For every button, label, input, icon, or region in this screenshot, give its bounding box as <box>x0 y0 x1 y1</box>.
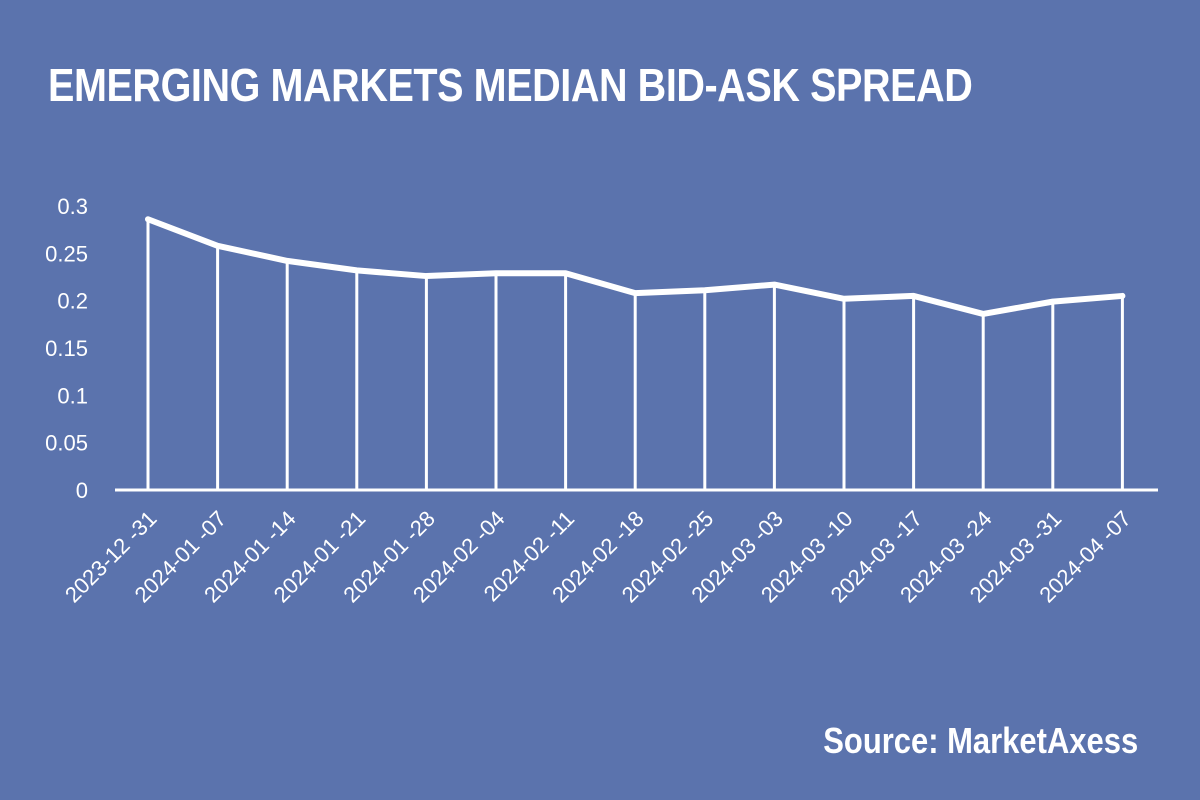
y-tick-label: 0.3 <box>57 194 88 219</box>
y-tick-label: 0.15 <box>45 336 88 361</box>
y-axis-tick-labels: 0 0.05 0.1 0.15 0.2 0.25 0.3 <box>45 194 88 503</box>
chart-title: EMERGING MARKETS MEDIAN BID-ASK SPREAD <box>48 59 973 111</box>
y-tick-label: 0.25 <box>45 241 88 266</box>
y-tick-label: 0.2 <box>57 289 88 314</box>
source-note: Source: MarketAxess <box>823 720 1138 761</box>
y-tick-label: 0 <box>76 478 88 503</box>
series-line <box>145 216 1126 317</box>
y-tick-label: 0.05 <box>45 431 88 456</box>
y-tick-label: 0.1 <box>57 383 88 408</box>
area-drop-lines <box>146 219 1124 490</box>
